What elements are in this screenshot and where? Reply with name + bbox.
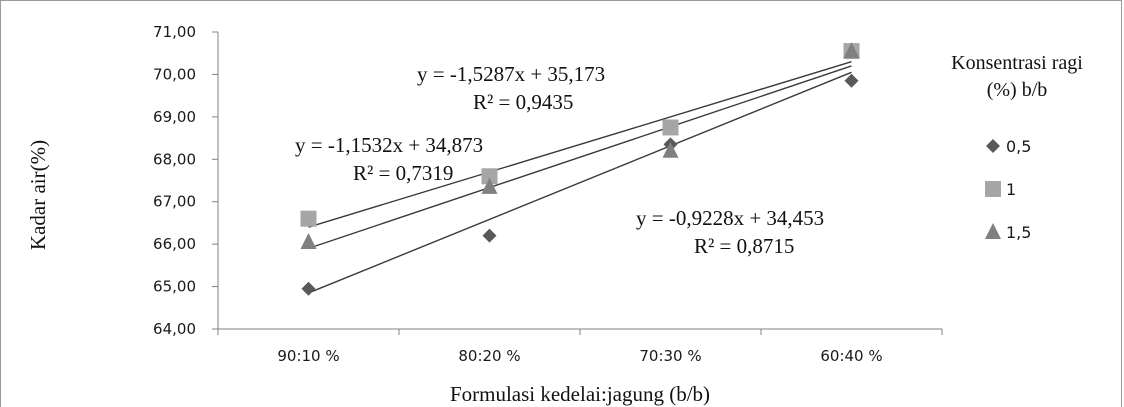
y-tick-label: 71,00	[153, 23, 196, 41]
trendline-equation-1: y = -1,5287x + 35,173	[417, 62, 605, 86]
data-point-series-1	[662, 119, 679, 136]
data-points	[300, 42, 860, 296]
trendline-equation-3: y = -0,9228x + 34,453	[636, 206, 824, 230]
x-axis-ticks: 90:10 % 80:20 % 70:30 % 60:40 %	[217, 329, 943, 365]
data-point-series-1-5	[843, 42, 860, 59]
trendline-r2-1: R² = 0,9435	[473, 90, 573, 114]
legend-label-1: 1	[1006, 180, 1016, 199]
legend-title-line2: (%) b/b	[987, 79, 1048, 101]
data-point-series-1-5	[300, 233, 317, 250]
y-tick-label: 66,00	[153, 235, 196, 253]
trendline-r2-2: R² = 0,7319	[353, 161, 453, 185]
trendline-2	[308, 65, 852, 250]
x-axis-title: Formulasi kedelai:jagung (b/b)	[450, 382, 710, 406]
y-axis-title: Kadar air(%)	[26, 140, 50, 250]
legend-marker-1-5	[985, 223, 1001, 239]
legend-label-1-5: 1,5	[1006, 223, 1031, 242]
data-point-series-1	[300, 210, 317, 227]
trendline-r2-3: R² = 0,8715	[694, 234, 794, 258]
trendline-1	[308, 61, 852, 228]
legend-label-0-5: 0,5	[1006, 137, 1031, 156]
data-point-series-1	[481, 168, 498, 185]
y-axis-ticks: 64,00 65,00 66,00 67,00 68,00 69,00 70,00 71,00	[153, 23, 218, 338]
legend: 0,5 1 1,5	[985, 137, 1031, 242]
y-tick-label: 65,00	[153, 278, 196, 296]
legend-marker-0-5	[986, 139, 1000, 153]
y-tick-label: 67,00	[153, 193, 196, 211]
legend-marker-1	[985, 181, 1001, 197]
trendline-equation-2: y = -1,1532x + 34,873	[295, 133, 483, 157]
y-tick-label: 69,00	[153, 108, 196, 126]
y-tick-label: 64,00	[153, 320, 196, 338]
y-tick-label: 70,00	[153, 65, 196, 83]
legend-title-line1: Konsentrasi ragi	[951, 52, 1083, 74]
x-tick-label: 90:10 %	[277, 347, 339, 365]
data-point-series-0-5	[482, 228, 497, 243]
x-tick-label: 70:30 %	[639, 347, 701, 365]
data-point-series-1-5	[481, 177, 498, 194]
data-point-series-0-5	[301, 281, 316, 296]
trendline-3	[308, 71, 852, 294]
data-point-series-1-5	[662, 141, 679, 158]
trendlines	[308, 61, 852, 294]
x-tick-label: 80:20 %	[458, 347, 520, 365]
data-point-series-0-5	[844, 73, 859, 88]
x-tick-label: 60:40 %	[820, 347, 882, 365]
y-tick-label: 68,00	[153, 150, 196, 168]
